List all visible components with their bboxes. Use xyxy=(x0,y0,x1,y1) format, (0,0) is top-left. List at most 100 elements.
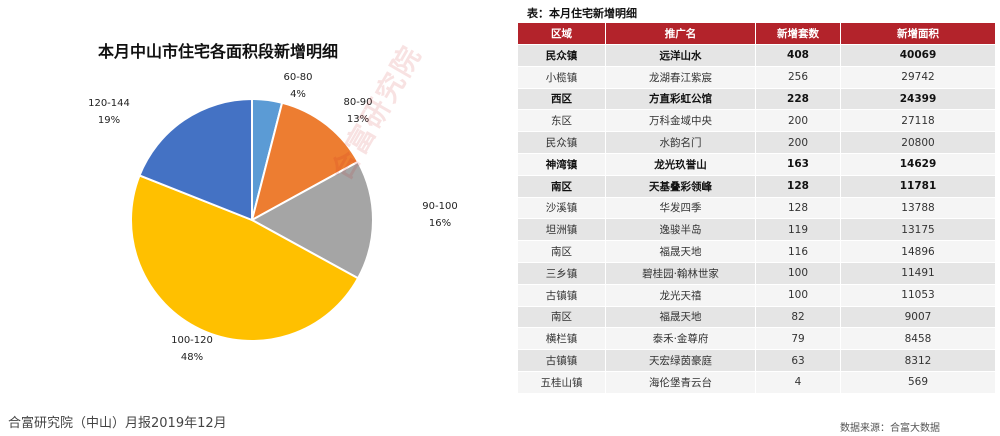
cell-units: 163 xyxy=(755,152,841,176)
pie-slice-90-100 xyxy=(249,160,374,280)
cell-area: 8458 xyxy=(840,327,996,351)
cell-project: 福晟天地 xyxy=(605,305,756,329)
table-row: 古镇镇 龙光天禧 100 11053 xyxy=(517,283,996,307)
slice-percent-label: 48% xyxy=(181,352,203,363)
table-row: 小榄镇 龙湖春江紫宸 256 29742 xyxy=(517,65,996,89)
cell-area: 29742 xyxy=(840,65,996,89)
cell-area: 11781 xyxy=(840,174,996,198)
slice-label: 80-90 xyxy=(343,97,372,108)
pie-slice-120-144 xyxy=(138,97,253,222)
cell-units: 119 xyxy=(755,218,841,242)
cell-district: 西区 xyxy=(517,87,606,111)
slice-label: 100-120 xyxy=(171,335,213,346)
pie-slice-100-120 xyxy=(130,174,360,342)
cell-district: 民众镇 xyxy=(517,131,606,154)
cell-project: 龙湖春江紫宸 xyxy=(605,65,756,89)
cell-district: 小榄镇 xyxy=(517,65,606,89)
cell-project: 福晟天地 xyxy=(605,240,756,263)
table-caption: 表：本月住宅新增明细 xyxy=(527,7,637,20)
cell-district: 南区 xyxy=(517,240,606,263)
table-row: 南区 天基叠彩领峰 128 11781 xyxy=(517,174,996,198)
slice-percent-label: 16% xyxy=(429,218,451,229)
cell-area: 27118 xyxy=(840,109,996,133)
cell-units: 128 xyxy=(755,196,841,220)
new-housing-table: 区域 推广名 新增套数 新增面积 民众镇 远洋山水 408 40069 小榄镇 龙湖春江紫… xyxy=(517,22,996,394)
cell-project: 天宏绿茵豪庭 xyxy=(605,349,756,372)
table-row: 东区 万科金域中央 200 27118 xyxy=(517,109,996,133)
cell-units: 200 xyxy=(755,109,841,133)
data-source: 数据来源：合富大数据 xyxy=(840,423,940,434)
cell-district: 南区 xyxy=(517,174,606,198)
cell-district: 三乡镇 xyxy=(517,261,606,285)
cell-district: 古镇镇 xyxy=(517,349,606,372)
slice-percent-label: 19% xyxy=(98,115,120,126)
table-row: 古镇镇 天宏绿茵豪庭 63 8312 xyxy=(517,349,996,372)
cell-area: 11491 xyxy=(840,261,996,285)
slice-percent-label: 4% xyxy=(290,89,306,100)
cell-units: 116 xyxy=(755,240,841,263)
table-row: 横栏镇 泰禾·金尊府 79 8458 xyxy=(517,327,996,351)
table-row: 三乡镇 碧桂园·翰林世家 100 11491 xyxy=(517,261,996,285)
cell-area: 8312 xyxy=(840,349,996,372)
table-row: 神湾镇 龙光玖誉山 163 14629 xyxy=(517,152,996,176)
cell-units: 408 xyxy=(755,44,841,67)
cell-units: 63 xyxy=(755,349,841,372)
chart-title: 本月中山市住宅各面积段新增明细 xyxy=(97,42,338,61)
table-row: 五桂山镇 海伦堡青云台 4 569 xyxy=(517,370,996,394)
table-row: 沙溪镇 华发四季 128 13788 xyxy=(517,196,996,220)
cell-area: 14896 xyxy=(840,240,996,263)
report-footer: 合富研究院（中山）月报2019年12月 xyxy=(8,416,227,431)
cell-project: 天基叠彩领峰 xyxy=(605,174,756,198)
table-row: 民众镇 水韵名门 200 20800 xyxy=(517,131,996,154)
cell-units: 128 xyxy=(755,174,841,198)
cell-units: 4 xyxy=(755,370,841,394)
slice-label: 120-144 xyxy=(88,98,130,109)
cell-district: 民众镇 xyxy=(517,44,606,67)
table-row: 西区 方直彩虹公馆 228 24399 xyxy=(517,87,996,111)
cell-area: 13788 xyxy=(840,196,996,220)
cell-area: 14629 xyxy=(840,152,996,176)
cell-area: 9007 xyxy=(840,305,996,329)
cell-units: 82 xyxy=(755,305,841,329)
header-district: 区域 xyxy=(517,22,606,45)
table-row: 民众镇 远洋山水 408 40069 xyxy=(517,44,996,67)
cell-district: 古镇镇 xyxy=(517,283,606,307)
cell-project: 方直彩虹公馆 xyxy=(605,87,756,111)
table-row: 坦洲镇 逸骏半岛 119 13175 xyxy=(517,218,996,242)
cell-area: 569 xyxy=(840,370,996,394)
table-row: 南区 福晟天地 82 9007 xyxy=(517,305,996,329)
cell-project: 华发四季 xyxy=(605,196,756,220)
cell-units: 100 xyxy=(755,283,841,307)
slice-label: 90-100 xyxy=(422,201,457,212)
cell-district: 五桂山镇 xyxy=(517,370,606,394)
pie-slice-80-90 xyxy=(250,101,360,222)
header-area: 新增面积 xyxy=(840,22,996,45)
cell-units: 200 xyxy=(755,131,841,154)
cell-units: 228 xyxy=(755,87,841,111)
table-header-row: 区域 推广名 新增套数 新增面积 xyxy=(517,22,996,45)
pie-chart: 60-80 4% 80-90 13% 90-100 16% 100-120 48% 120-14… xyxy=(88,72,458,363)
header-units: 新增套数 xyxy=(755,22,841,45)
table-row: 南区 福晟天地 116 14896 xyxy=(517,240,996,263)
cell-area: 13175 xyxy=(840,218,996,242)
cell-units: 79 xyxy=(755,327,841,351)
cell-area: 11053 xyxy=(840,283,996,307)
cell-project: 万科金域中央 xyxy=(605,109,756,133)
cell-project: 龙光天禧 xyxy=(605,283,756,307)
cell-units: 256 xyxy=(755,65,841,89)
cell-area: 24399 xyxy=(840,87,996,111)
cell-project: 碧桂园·翰林世家 xyxy=(605,261,756,285)
cell-project: 海伦堡青云台 xyxy=(605,370,756,394)
cell-project: 龙光玖誉山 xyxy=(605,152,756,176)
cell-units: 100 xyxy=(755,261,841,285)
cell-district: 沙溪镇 xyxy=(517,196,606,220)
cell-area: 20800 xyxy=(840,131,996,154)
slice-percent-label: 13% xyxy=(347,114,369,125)
cell-district: 南区 xyxy=(517,305,606,329)
cell-district: 横栏镇 xyxy=(517,327,606,351)
cell-district: 神湾镇 xyxy=(517,152,606,176)
cell-project: 远洋山水 xyxy=(605,44,756,67)
header-project: 推广名 xyxy=(605,22,756,45)
cell-project: 水韵名门 xyxy=(605,131,756,154)
cell-district: 坦洲镇 xyxy=(517,218,606,242)
